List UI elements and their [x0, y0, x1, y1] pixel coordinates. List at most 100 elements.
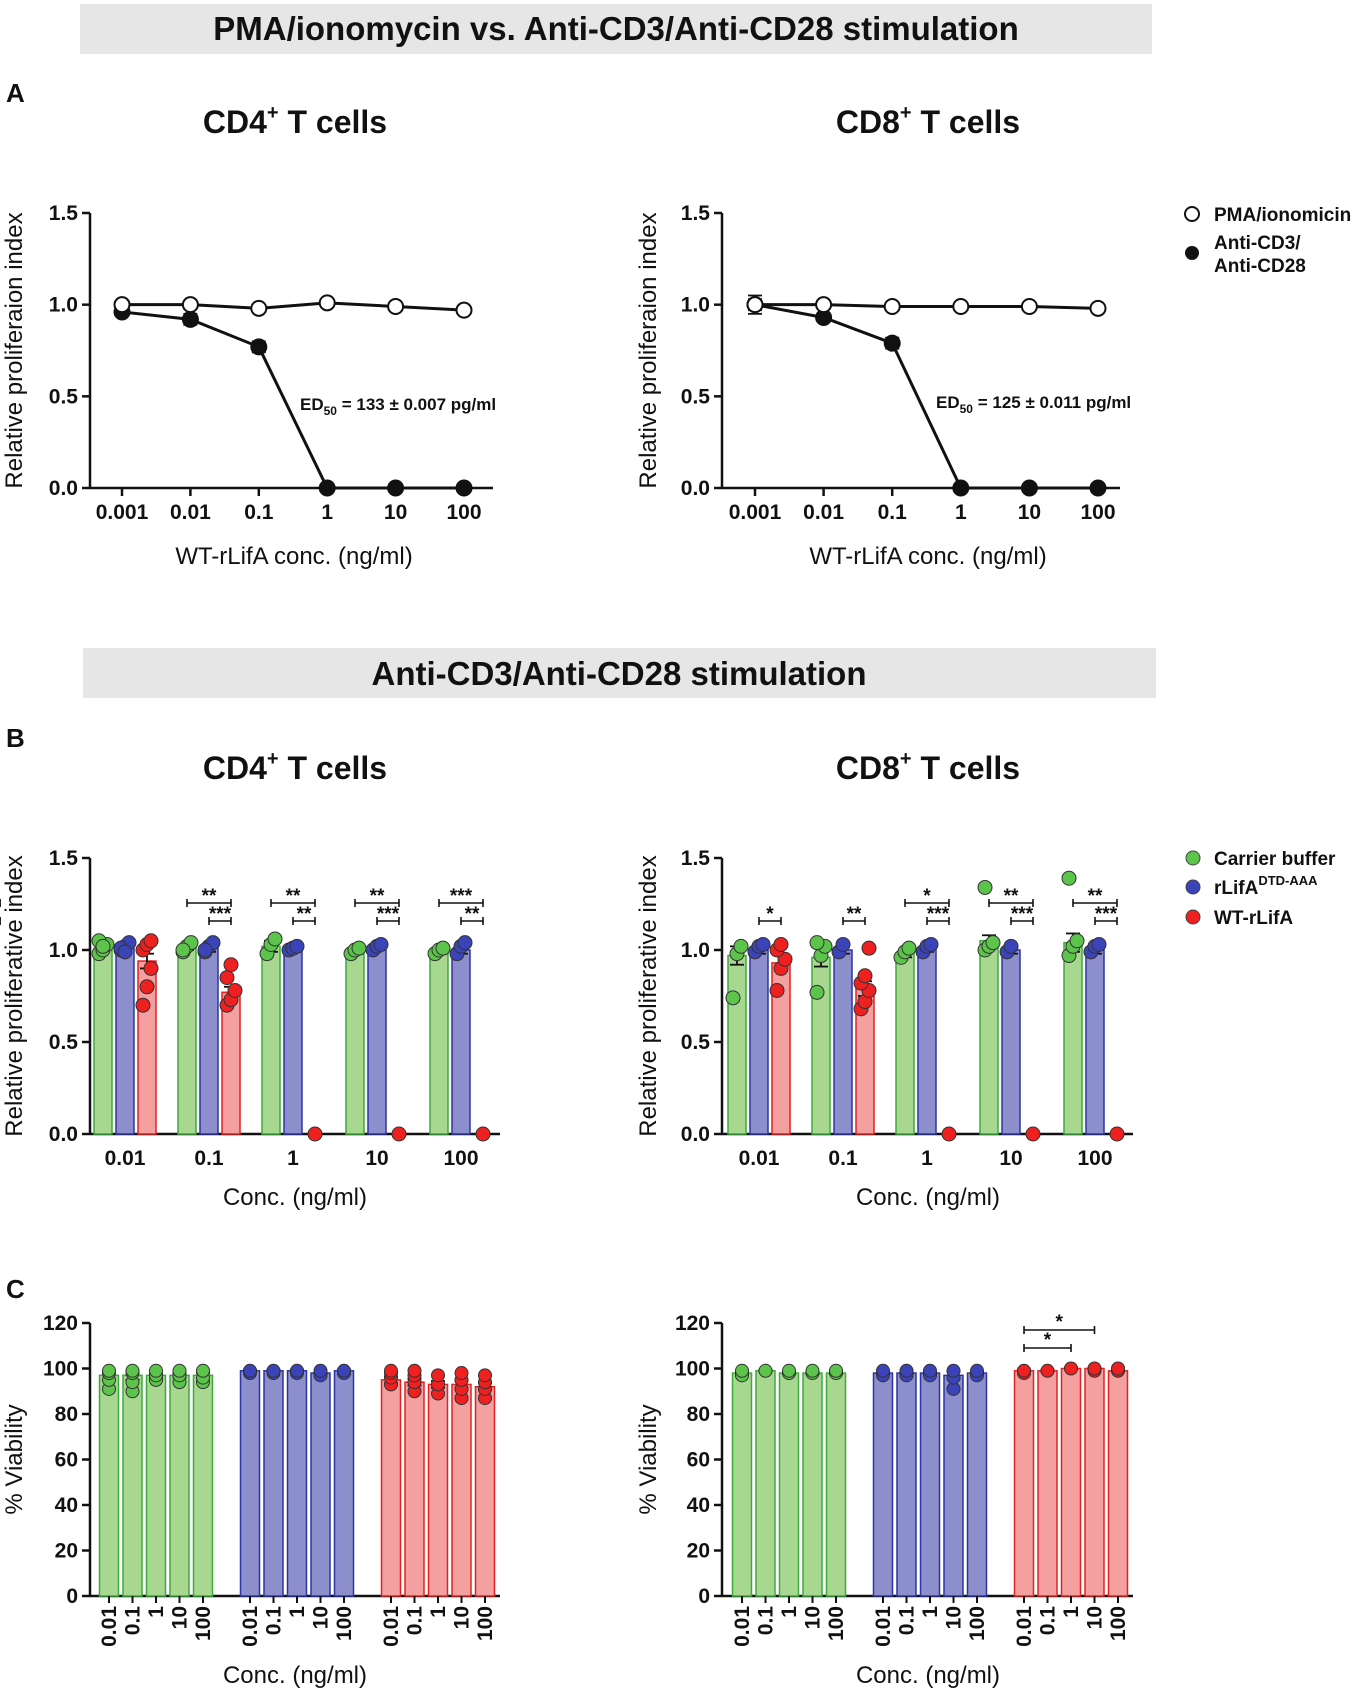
chart-c-cd4-bar	[169, 1374, 190, 1597]
chart-c-cd8-bar	[896, 1372, 917, 1597]
chart-b-cd4-dot	[117, 944, 133, 960]
chart-b-cd4-dot	[139, 979, 155, 995]
chart-c-cd8-xlabel: Conc. (ng/ml)	[856, 1662, 1000, 1689]
chart-b-cd8-dot	[1091, 936, 1107, 952]
chart-b-cd4-dot	[267, 931, 283, 947]
chart-b-cd8-dot	[773, 936, 789, 952]
chart-b-cd8-dot	[977, 879, 993, 895]
chart-c-cd8-xtick-label: 1	[778, 1606, 801, 1618]
chart-a-cd8-point	[1089, 479, 1107, 497]
legend-a-open-label: PMA/ionomicin	[1214, 205, 1351, 226]
chart-c-cd8-bar	[1013, 1370, 1035, 1597]
chart-c-cd8-bar	[802, 1372, 823, 1597]
chart-b-cd8-dot	[725, 990, 741, 1006]
legend-b-blue-label: rLifADTD-AAA	[1214, 873, 1318, 899]
chart-c-cd4-ytick-label: 60	[55, 1449, 78, 1472]
chart-c-cd8-dot	[829, 1363, 843, 1378]
chart-c-cd4-xtick-label: 1	[286, 1606, 309, 1618]
chart-c-cd4-bar	[263, 1370, 284, 1597]
chart-b-cd8-ylabel: Relative proliferative index	[635, 855, 662, 1136]
chart-b-cd4-bar	[261, 945, 281, 1135]
chart-b-cd4-sig-label: **	[370, 886, 385, 907]
chart-a-cd4-xtick-label: 0.1	[244, 501, 274, 524]
chart-a-cd4-point	[250, 338, 268, 356]
chart-c-cd8-bar	[966, 1372, 988, 1597]
chart-c-cd4-xtick-label: 10	[310, 1606, 333, 1629]
ed50-cd4: ED50 = 133 ± 0.007 pg/ml	[300, 395, 496, 418]
chart-c-cd4-dot	[431, 1368, 445, 1383]
chart-b-cd4-xtick-label: 1	[287, 1147, 299, 1170]
chart-c-cd8-dot	[970, 1363, 984, 1378]
chart-b-cd8-dot	[861, 940, 877, 956]
chart-b-cd8-dot	[755, 936, 771, 952]
title-b-cd8-tail: T cells	[912, 750, 1021, 786]
chart-c-cd4-xtick-label: 100	[333, 1606, 356, 1641]
chart-c-cd4-ylabel: % Viability	[1, 1404, 28, 1514]
legend-a-filled-marker	[1185, 246, 1199, 260]
chart-b-cd8-bar	[833, 949, 853, 1135]
chart-c-cd4-ytick-label: 0	[66, 1585, 78, 1608]
legend-a-filled-label-1: Anti-CD3/	[1214, 233, 1301, 254]
chart-b-cd4-sig-label: **	[297, 904, 312, 925]
panel-letter-a: A	[6, 78, 25, 108]
chart-c-cd8-bar	[825, 1372, 847, 1597]
chart-b-cd8-dot	[835, 936, 851, 952]
chart-c-cd8-ytick-label: 80	[687, 1403, 710, 1426]
chart-c-cd8-dot	[805, 1363, 820, 1378]
chart-c-cd8-ytick-label: 0	[698, 1585, 710, 1608]
chart-a-cd8-xlabel: WT-rLifA conc. (ng/ml)	[809, 543, 1046, 570]
chart-c-cd4-xtick-label: 100	[474, 1606, 497, 1641]
chart-b-cd8-ytick-label: 1.0	[681, 939, 710, 962]
chart-b-cd4-bar	[115, 947, 135, 1135]
chart-a-cd4-point	[181, 296, 199, 314]
chart-a-cd8-ytick-label: 1.5	[681, 202, 711, 225]
chart-c-cd4-dot	[384, 1363, 398, 1378]
chart-b-cd4-dot	[351, 940, 367, 956]
chart-c-cd4-xtick-label: 0.01	[239, 1606, 262, 1647]
chart-c-cd4-dot	[454, 1366, 469, 1381]
chart-c-cd8-xtick-label: 0.01	[1013, 1606, 1036, 1647]
chart-b-cd8-dot	[1109, 1126, 1125, 1142]
chart-b-cd8-sig-label: **	[847, 904, 862, 925]
chart-c-cd4-bar	[451, 1383, 472, 1597]
chart-a-cd4-ytick-label: 1.0	[49, 294, 78, 317]
chart-c-cd4-ytick-label: 20	[55, 1540, 78, 1563]
chart-b-cd4-dot	[223, 957, 239, 973]
chart-b-cd8-dot	[1069, 933, 1085, 949]
chart-b-cd4-bar	[199, 947, 219, 1135]
banner-middle: Anti-CD3/Anti-CD28 stimulation	[372, 655, 867, 692]
title-a-cd8-tail: T cells	[912, 104, 1021, 140]
chart-c-cd8-sig-label: *	[1056, 1312, 1064, 1333]
chart-c-cd8-bar	[778, 1372, 800, 1597]
chart-b-cd8-sig-label: *	[923, 886, 931, 907]
chart-c-cd8-dot	[758, 1363, 773, 1378]
chart-b-cd4-bar	[367, 947, 387, 1135]
chart-b-cd8-xlabel: Conc. (ng/ml)	[856, 1184, 1000, 1211]
chart-b-cd8-dot	[923, 936, 939, 952]
chart-a-cd8-point	[883, 298, 901, 315]
chart-c-cd8-xtick-label: 1	[919, 1606, 942, 1618]
panel-letter-b: B	[6, 723, 25, 753]
legend-b-blue-sup: DTD-AAA	[1258, 873, 1318, 888]
legend-b-blue-base: rLifA	[1214, 878, 1259, 899]
ed50-cd8-prefix: ED	[936, 393, 960, 412]
chart-c-cd4-xtick-label: 0.01	[98, 1606, 121, 1647]
legend-a-filled-label-2: Anti-CD28	[1214, 256, 1306, 277]
chart-a-cd4-point	[181, 310, 199, 328]
title-a-cd4-sup: +	[267, 102, 279, 124]
chart-b-cd8-bar	[749, 949, 769, 1135]
legend-a-open-marker	[1184, 206, 1200, 222]
chart-b-cd4-dot	[289, 938, 305, 954]
chart-b-cd8-bar	[917, 947, 937, 1135]
chart-a-cd8-point	[1020, 479, 1038, 497]
chart-c-cd8-dot	[1111, 1361, 1125, 1376]
chart-b-cd4-dot	[475, 1126, 491, 1142]
chart-a-cd4-point	[455, 479, 473, 497]
chart-c-cd8-bar	[943, 1374, 964, 1597]
chart-b-cd4-sig-label: **	[286, 886, 301, 907]
chart-c-cd8-dot	[782, 1363, 796, 1378]
chart-a-cd4-point	[250, 299, 268, 317]
chart-c-cd4-dot	[313, 1363, 328, 1378]
chart-b-cd4-dot	[135, 997, 151, 1013]
